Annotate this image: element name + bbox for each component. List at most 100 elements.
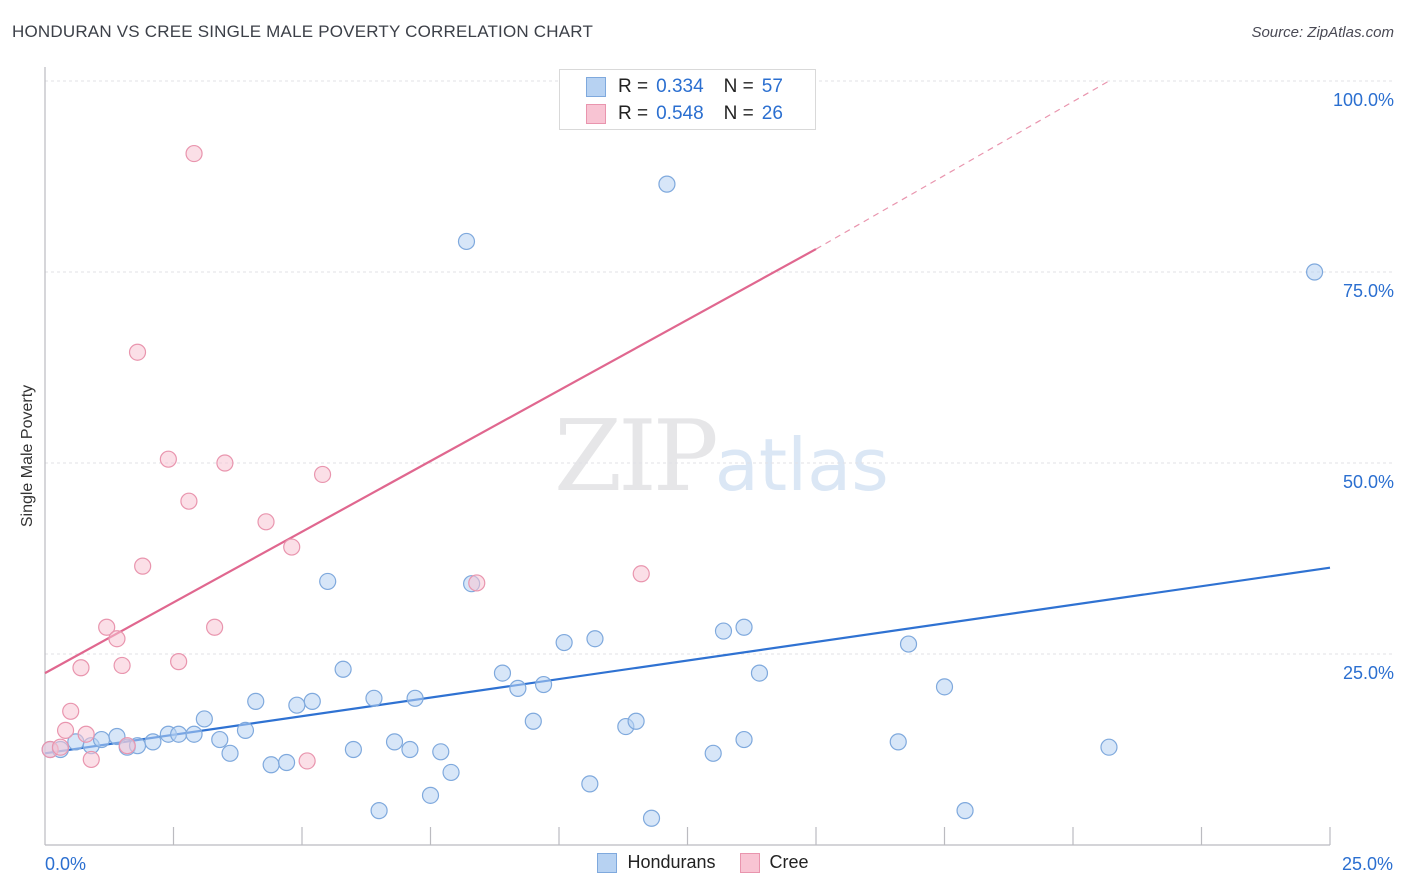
cree-point: [185, 144, 203, 163]
hondurans-point: [735, 730, 753, 749]
hondurans-point: [247, 692, 265, 710]
hondurans-point: [586, 630, 604, 648]
hondurans-point: [421, 786, 440, 804]
hondurans-point: [288, 696, 306, 714]
hondurans-point: [642, 809, 661, 827]
hondurans-point: [493, 664, 512, 682]
cree-trend-extension: [815, 80, 1110, 250]
hondurans-point: [303, 692, 321, 710]
cree-point: [118, 737, 136, 755]
cree-point: [128, 343, 147, 361]
hondurans-point: [714, 622, 733, 640]
hondurans-point: [344, 740, 362, 759]
cree-point: [62, 702, 80, 720]
hondurans-point: [262, 756, 280, 774]
cree-point: [134, 557, 152, 575]
cree-point: [159, 450, 177, 468]
hondurans-point: [442, 763, 460, 782]
y-tick-label: 100.0%: [1333, 90, 1394, 110]
tick-labels: 25.0% 50.0% 75.0% 100.0% 0.0% 25.0%: [45, 90, 1394, 874]
hondurans-point: [658, 175, 676, 193]
cree-r-value: 0.548: [656, 103, 704, 124]
hondurans-point: [750, 664, 769, 682]
source-credit: Source: ZipAtlas.com: [1251, 24, 1394, 41]
hondurans-point: [144, 733, 162, 751]
cree-point: [313, 465, 332, 484]
hondurans-point: [509, 679, 527, 697]
y-tick-label: 75.0%: [1343, 281, 1394, 301]
hondurans-legend-label: Hondurans: [627, 852, 716, 872]
cree-point: [77, 725, 95, 743]
hondurans-r-value: 0.334: [656, 76, 704, 97]
hondurans-point: [1100, 738, 1118, 756]
cree-point: [51, 738, 70, 756]
gridlines: [45, 80, 1394, 655]
cree-swatch: [586, 104, 606, 124]
cree-point: [468, 574, 486, 592]
series-legend: Hondurans Cree: [0, 852, 1406, 873]
legend-row-hondurans: R = 0.334 N = 57: [586, 74, 783, 100]
n-label: N =: [723, 76, 754, 97]
cree-point: [180, 492, 198, 510]
hondurans-point: [370, 802, 388, 820]
hondurans-trend-line: [44, 566, 1331, 755]
y-tick-label: 50.0%: [1343, 472, 1394, 492]
hondurans-point: [170, 725, 188, 743]
hondurans-swatch: [586, 77, 606, 97]
hondurans-point: [935, 678, 954, 696]
cree-point: [216, 454, 234, 472]
hondurans-point: [92, 730, 111, 749]
legend-row-cree: R = 0.548 N = 26: [586, 101, 783, 127]
legend-item-hondurans: Hondurans: [597, 852, 716, 873]
legend-item-cree: Cree: [739, 852, 809, 873]
hondurans-point: [334, 660, 352, 678]
hondurans-point: [627, 712, 645, 730]
hondurans-point: [432, 743, 450, 761]
hondurans-point: [889, 733, 907, 751]
hondurans-point: [236, 721, 255, 740]
hondurans-point: [457, 232, 476, 251]
cree-point: [56, 721, 75, 740]
hondurans-point: [956, 802, 974, 820]
cree-point: [108, 630, 126, 648]
hondurans-point: [704, 744, 722, 762]
n-label: N =: [723, 103, 754, 124]
hondurans-point: [365, 689, 383, 707]
cree-legend-swatch: [739, 852, 760, 873]
hondurans-n-value: 57: [761, 76, 783, 97]
hondurans-point: [534, 675, 553, 694]
cree-point: [298, 752, 316, 770]
hondurans-point: [735, 618, 753, 636]
hondurans-point: [319, 572, 337, 591]
stats-legend: R = 0.334 N = 57 R = 0.548 N = 26: [559, 69, 816, 130]
r-label: R =: [618, 103, 649, 124]
watermark-atlas: atlas: [714, 423, 889, 507]
hondurans-point: [195, 710, 213, 728]
hondurans-legend-swatch: [597, 852, 618, 873]
cree-point: [170, 653, 188, 671]
chart-title: HONDURAN VS CREE SINGLE MALE POVERTY COR…: [12, 22, 594, 41]
hondurans-point: [211, 730, 229, 749]
hondurans-point: [1305, 263, 1324, 281]
hondurans-point: [581, 775, 599, 793]
x-tick-label-max: 25.0%: [1342, 854, 1393, 874]
hondurans-point: [524, 712, 542, 730]
cree-point: [82, 750, 100, 769]
data-points: [41, 72, 1324, 827]
watermark: ZIPatlas: [554, 400, 889, 514]
cree-point: [98, 618, 116, 636]
cree-legend-label: Cree: [769, 852, 809, 872]
y-tick-label: 25.0%: [1343, 663, 1394, 683]
hondurans-point: [899, 635, 918, 653]
watermark-zip: ZIP: [554, 400, 719, 514]
cree-point: [206, 618, 224, 636]
cree-point: [72, 659, 90, 677]
cree-point: [283, 538, 301, 556]
hondurans-point: [401, 740, 419, 759]
r-label: R =: [618, 76, 649, 97]
cree-point: [113, 656, 131, 675]
hondurans-point: [555, 633, 573, 652]
axes: [44, 67, 1331, 846]
hondurans-point: [406, 689, 424, 707]
